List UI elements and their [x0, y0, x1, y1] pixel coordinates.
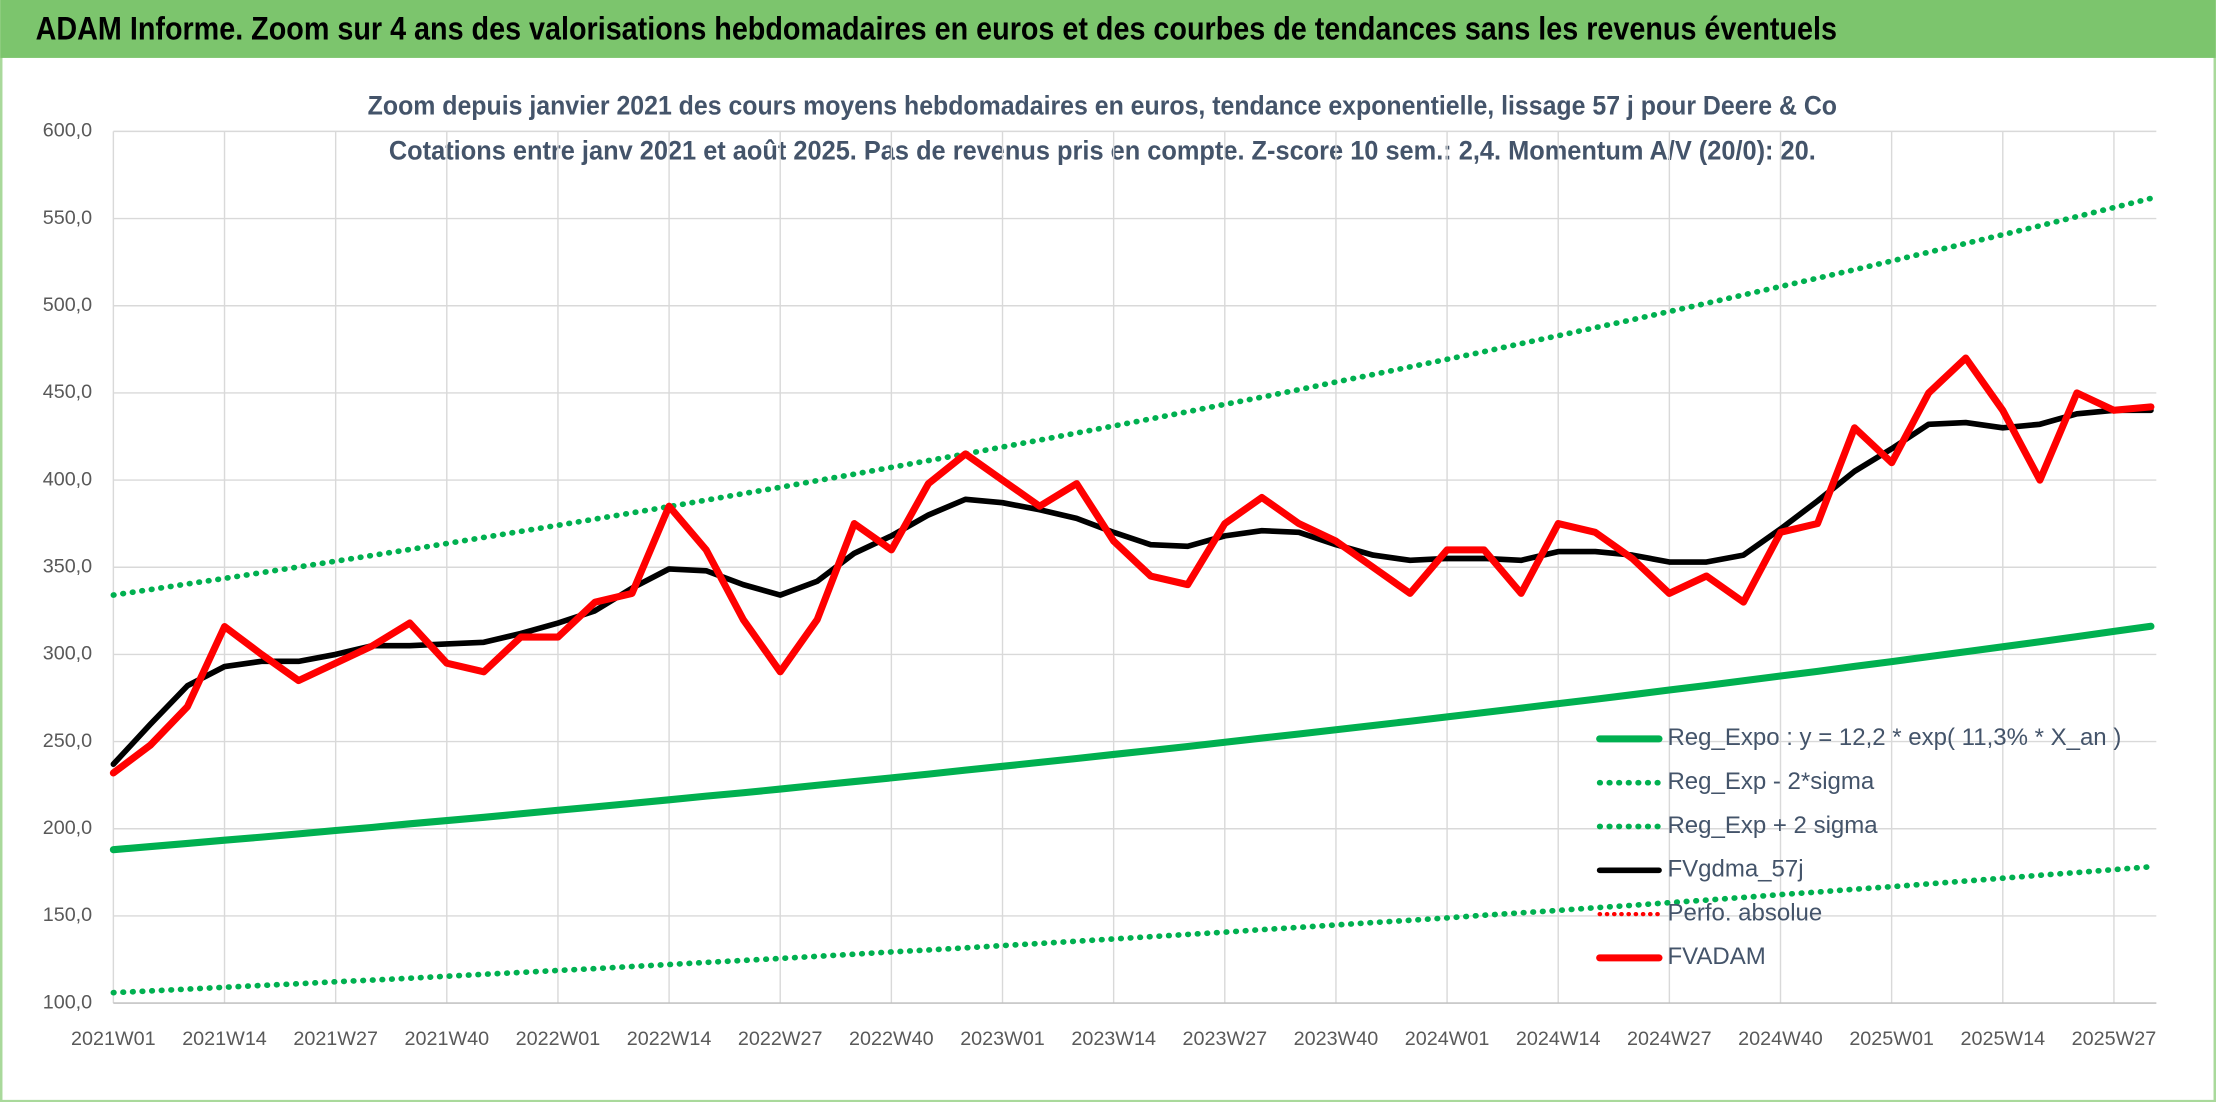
legend-label: Reg_Exp - 2*sigma — [1667, 768, 1874, 795]
y-tick-label: 600,0 — [43, 120, 92, 142]
series-line — [110, 407, 2154, 768]
y-tick-label: 150,0 — [43, 904, 92, 926]
x-tick-label: 2022W40 — [849, 1028, 934, 1050]
x-tick-label: 2022W01 — [516, 1028, 601, 1050]
x-tick-label: 2025W14 — [1960, 1028, 2045, 1050]
legend-label: Reg_Exp + 2 sigma — [1667, 812, 1878, 839]
x-tick-label: 2023W01 — [960, 1028, 1045, 1050]
x-tick-label: 2025W01 — [1849, 1028, 1934, 1050]
x-tick-label: 2024W01 — [1405, 1028, 1490, 1050]
header-bar — [0, 0, 2216, 58]
y-tick-label: 400,0 — [43, 468, 92, 490]
series-line — [110, 863, 2154, 996]
y-tick-label: 500,0 — [43, 294, 92, 316]
x-tick-label: 2021W01 — [71, 1028, 156, 1050]
x-tick-label: 2023W27 — [1182, 1028, 1267, 1050]
y-tick-label: 250,0 — [43, 730, 92, 752]
x-tick-label: 2021W40 — [404, 1028, 489, 1050]
legend-label: FVgdma_57j — [1667, 856, 1803, 883]
chart-subtitle: Cotations entre janv 2021 et août 2025. … — [389, 136, 1816, 166]
x-tick-label: 2021W27 — [293, 1028, 378, 1050]
y-tick-label: 100,0 — [43, 991, 92, 1013]
x-tick-label: 2021W14 — [182, 1028, 267, 1050]
legend-label: Reg_Expo : y = 12,2 * exp( 11,3% * X_an … — [1667, 724, 2121, 751]
x-tick-label: 2022W27 — [738, 1028, 823, 1050]
x-tick-label: 2024W27 — [1627, 1028, 1712, 1050]
y-tick-label: 550,0 — [43, 207, 92, 229]
header-title: ADAM Informe. Zoom sur 4 ans des valoris… — [36, 11, 1837, 47]
x-tick-label: 2022W14 — [627, 1028, 712, 1050]
y-tick-label: 350,0 — [43, 555, 92, 577]
x-tick-label: 2023W14 — [1071, 1028, 1156, 1050]
series-line — [109, 622, 2155, 854]
legend-label: FVADAM — [1667, 943, 1765, 970]
x-tick-label: 2023W40 — [1294, 1028, 1379, 1050]
x-tick-label: 2024W40 — [1738, 1028, 1823, 1050]
chart-title: Zoom depuis janvier 2021 des cours moyen… — [368, 90, 1837, 120]
y-tick-label: 300,0 — [43, 643, 92, 665]
series-line — [109, 354, 2155, 777]
legend-label: Perfo. absolue — [1667, 899, 1822, 926]
x-tick-label: 2025W27 — [2072, 1028, 2157, 1050]
y-tick-label: 450,0 — [43, 381, 92, 403]
x-tick-label: 2024W14 — [1516, 1028, 1601, 1050]
series-line — [110, 195, 2154, 598]
y-tick-label: 200,0 — [43, 817, 92, 839]
